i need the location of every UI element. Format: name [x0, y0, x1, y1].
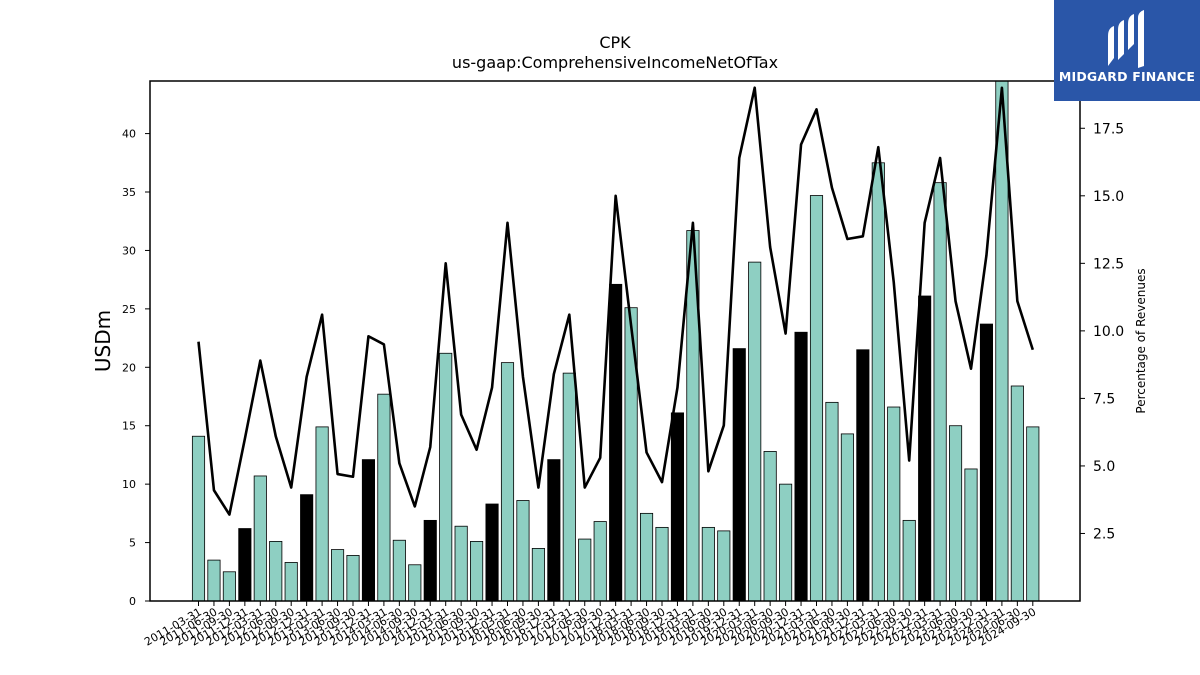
- bar-2012-06-30: [269, 541, 283, 601]
- chart-subtitle: us-gaap:ComprehensiveIncomeNetOfTax: [452, 53, 778, 72]
- logo-text: MIDGARD FINANCE: [1058, 69, 1196, 84]
- bar-2014-12-31: [423, 519, 437, 601]
- bar-2017-12-31: [609, 283, 623, 601]
- bar-2017-03-31: [562, 372, 576, 601]
- bar-2020-03-31: [748, 261, 762, 601]
- bar-2019-09-30: [717, 530, 731, 601]
- bar-2023-09-30: [964, 468, 978, 601]
- chart-title: CPK: [599, 33, 631, 52]
- bar-2016-06-30: [516, 500, 530, 601]
- bar-2021-03-31: [809, 195, 824, 601]
- bar-2013-06-30: [330, 549, 345, 601]
- bar-2018-03-31: [624, 307, 638, 601]
- bar-2018-06-30: [640, 512, 654, 601]
- y2-tick-label: 17.5: [1093, 121, 1124, 137]
- bar-2022-03-31: [871, 162, 885, 601]
- y-tick-label: 10: [122, 478, 136, 491]
- bar-2013-09-30: [346, 555, 360, 601]
- bar-2018-09-30: [655, 526, 669, 601]
- y-tick-label: 40: [122, 128, 136, 141]
- bar-2013-03-31: [315, 426, 329, 601]
- y-axis-label: USDm: [91, 310, 115, 372]
- bar-2021-06-30: [825, 401, 839, 601]
- bar-2011-03-31: [191, 435, 206, 601]
- bar-2016-09-30: [531, 548, 545, 601]
- bar-2015-06-30: [454, 525, 468, 601]
- bar-2019-12-31: [732, 348, 746, 601]
- y-tick-label: 30: [122, 244, 136, 257]
- bar-2020-06-30: [763, 451, 777, 601]
- bar-2015-03-31: [439, 352, 453, 601]
- y2-tick-label: 2.5: [1093, 526, 1115, 542]
- bar-2023-12-31: [979, 323, 993, 601]
- bar-2011-12-31: [238, 528, 252, 601]
- bar-2013-12-31: [361, 459, 375, 601]
- midgard-finance-logo: MIDGARD FINANCE: [1054, 0, 1200, 101]
- bar-2019-06-30: [701, 526, 715, 601]
- y2-tick-label: 12.5: [1093, 256, 1124, 272]
- bar-2017-09-30: [593, 521, 607, 601]
- bar-2020-12-31: [794, 331, 808, 601]
- bar-2024-09-30: [1026, 426, 1040, 601]
- y2-tick-label: 7.5: [1093, 391, 1115, 407]
- y2-tick-label: 10.0: [1093, 324, 1124, 340]
- bar-2021-12-31: [856, 349, 870, 601]
- bar-2022-09-30: [902, 519, 916, 601]
- bar-2014-09-30: [408, 564, 422, 601]
- y-tick-label: 35: [122, 186, 136, 199]
- bar-2015-09-30: [470, 541, 484, 601]
- bar-2024-06-30: [1010, 385, 1024, 601]
- y-tick-label: 15: [122, 420, 136, 433]
- y2-tick-label: 5.0: [1093, 459, 1115, 475]
- bar-2022-12-31: [918, 295, 932, 601]
- y-tick-label: 0: [129, 595, 136, 608]
- bar-2011-06-30: [207, 559, 221, 601]
- y-tick-label: 20: [122, 361, 136, 374]
- bar-2017-06-30: [578, 538, 592, 601]
- bar-2022-06-30: [887, 406, 901, 601]
- y-tick-label: 25: [122, 303, 136, 316]
- bar-2020-09-30: [779, 483, 793, 601]
- y-tick-label: 5: [129, 537, 136, 550]
- bar-2018-12-31: [670, 412, 684, 601]
- bar-2014-03-31: [377, 393, 391, 601]
- plot-frame: [149, 80, 1081, 602]
- bar-2012-03-31: [253, 475, 267, 601]
- bar-2011-09-30: [222, 571, 236, 601]
- bar-2012-09-30: [284, 562, 298, 601]
- y2-axis-label: Percentage of Revenues: [1134, 268, 1148, 413]
- bar-2014-06-30: [392, 539, 406, 601]
- logo-mark-icon: [1108, 10, 1144, 68]
- bar-2023-06-30: [949, 425, 963, 601]
- y2-tick-label: 15.0: [1093, 189, 1124, 205]
- bar-2015-12-31: [485, 503, 499, 601]
- bar-2012-12-31: [300, 494, 314, 601]
- bar-2023-03-31: [933, 182, 947, 601]
- percentage-of-revenues-line: [197, 86, 1035, 516]
- bar-2016-12-31: [547, 459, 561, 601]
- bar-2021-09-30: [840, 433, 854, 601]
- bar-2016-03-31: [500, 362, 515, 601]
